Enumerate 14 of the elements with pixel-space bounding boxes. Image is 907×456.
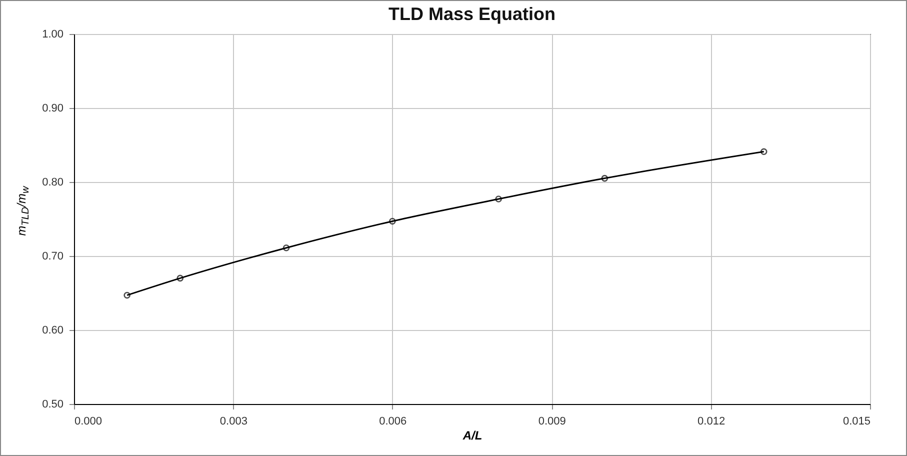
y-tick-label: 0.90: [42, 102, 64, 114]
y-tick-label: 0.70: [42, 250, 64, 262]
y-tick-label: 1.00: [42, 28, 64, 40]
y-tick-label: 0.50: [42, 398, 64, 410]
x-tick-label: 0.009: [538, 416, 566, 428]
x-tick-label: 0.003: [220, 416, 248, 428]
y-tick-label: 0.80: [42, 176, 64, 188]
x-tick-label: 0.006: [379, 416, 407, 428]
chart-title: TLD Mass Equation: [388, 4, 556, 24]
y-tick-label: 0.60: [42, 324, 64, 336]
x-tick-label: 0.000: [74, 416, 102, 428]
x-tick-label: 0.012: [698, 416, 726, 428]
x-tick-label: 0.015: [842, 416, 870, 428]
x-axis-title: A/L: [462, 428, 482, 442]
